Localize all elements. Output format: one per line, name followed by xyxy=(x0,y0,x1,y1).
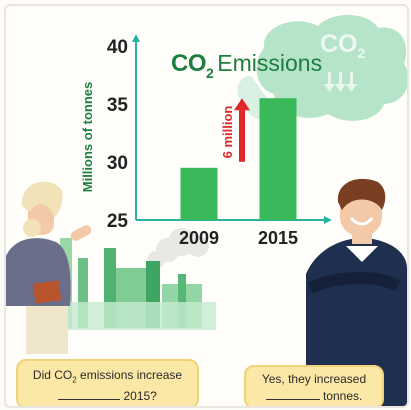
y-tick-label: 40 xyxy=(107,37,128,58)
y-tick-label: 25 xyxy=(107,211,129,232)
illustration-frame: 25 30 35 40 Millions of tonnes 2009 2015 6 mill… xyxy=(4,4,409,408)
y-axis-label: Millions of tonnes xyxy=(80,82,95,193)
answer-line-1: Yes, they increased xyxy=(261,372,367,386)
question-line-1: Did CO2 emissions increase xyxy=(32,368,183,385)
x-axis-arrowhead xyxy=(324,216,332,224)
scene-svg: 25 30 35 40 Millions of tonnes 2009 2015 6 mill… xyxy=(6,15,407,406)
cloud-co2-label: CO2 xyxy=(320,30,366,61)
increase-arrow-shaft xyxy=(239,106,245,162)
answer-blank[interactable] xyxy=(265,388,320,400)
question-line-2: 2015? xyxy=(18,388,197,405)
increase-arrow-head xyxy=(234,98,250,111)
y-tick-label: 30 xyxy=(107,153,128,174)
chart-area: 25 30 35 40 Millions of tonnes 2009 2015 6 mill… xyxy=(80,34,332,248)
increase-annotation: 6 million xyxy=(220,106,235,159)
y-tick-label: 35 xyxy=(107,95,129,116)
woman-character xyxy=(6,181,92,354)
speech-bubble-answer: Yes, they increased tonnes. xyxy=(244,365,384,406)
bar-2015 xyxy=(259,98,297,220)
chart-title: CO2 Emissions xyxy=(171,50,323,81)
answer-blank[interactable] xyxy=(58,388,121,401)
man-character xyxy=(306,178,407,406)
speech-bubble-question: Did CO2 emissions increase 2015? xyxy=(16,359,199,406)
x-tick-label: 2009 xyxy=(179,228,219,248)
answer-line-2: tonnes. xyxy=(246,388,382,405)
x-tick-label: 2015 xyxy=(258,228,298,248)
bar-2009 xyxy=(180,167,218,220)
y-axis-arrowhead xyxy=(132,34,140,42)
